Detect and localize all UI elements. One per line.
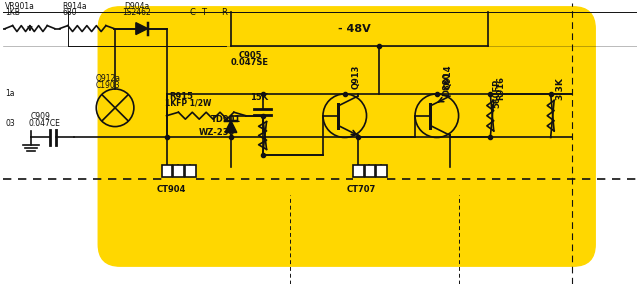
Text: C: C (189, 8, 195, 17)
Text: Q912a: Q912a (95, 74, 120, 83)
FancyBboxPatch shape (161, 165, 173, 177)
Text: 03: 03 (5, 119, 15, 128)
Text: D880: D880 (442, 72, 451, 96)
Text: T: T (201, 8, 206, 17)
Text: C905: C905 (239, 51, 262, 60)
Text: 0.047SE: 0.047SE (231, 58, 269, 67)
FancyBboxPatch shape (173, 165, 184, 177)
Text: C909: C909 (31, 112, 51, 121)
Text: 560FP: 560FP (492, 79, 501, 108)
Text: 3: 3 (188, 168, 193, 174)
Text: 1S2462: 1S2462 (122, 8, 151, 17)
FancyBboxPatch shape (376, 165, 387, 177)
Text: WZ-230: WZ-230 (199, 128, 236, 137)
Text: 2: 2 (367, 168, 372, 174)
Text: CT707: CT707 (347, 185, 376, 194)
FancyBboxPatch shape (353, 165, 364, 177)
Text: 680: 680 (63, 8, 77, 17)
Text: R914a: R914a (63, 2, 87, 11)
Text: R916: R916 (496, 76, 505, 100)
Text: 1a: 1a (5, 89, 15, 98)
Text: D904a: D904a (124, 2, 149, 11)
Polygon shape (225, 121, 237, 133)
Text: CT904: CT904 (157, 185, 186, 194)
Text: 0.047CE: 0.047CE (29, 119, 61, 128)
Text: 3.3K: 3.3K (556, 77, 564, 100)
Text: 1: 1 (355, 168, 360, 174)
Polygon shape (136, 23, 148, 35)
Text: 2: 2 (176, 168, 180, 174)
Text: 1KB: 1KB (5, 8, 20, 17)
Text: 1KFP 1/2W: 1KFP 1/2W (164, 99, 211, 108)
Text: C1903: C1903 (95, 81, 120, 90)
Text: R915: R915 (170, 92, 193, 101)
Text: 3: 3 (379, 168, 383, 174)
FancyBboxPatch shape (186, 165, 196, 177)
Text: VR901a: VR901a (5, 2, 35, 11)
Text: R: R (221, 8, 227, 17)
Text: Q914: Q914 (444, 64, 452, 89)
Text: 15K: 15K (250, 93, 268, 102)
FancyBboxPatch shape (99, 7, 595, 266)
Text: TD901: TD901 (211, 115, 241, 124)
FancyBboxPatch shape (365, 165, 376, 177)
Text: Q913: Q913 (352, 64, 361, 89)
Text: - 48V: - 48V (339, 24, 371, 34)
Text: 1: 1 (164, 168, 169, 174)
